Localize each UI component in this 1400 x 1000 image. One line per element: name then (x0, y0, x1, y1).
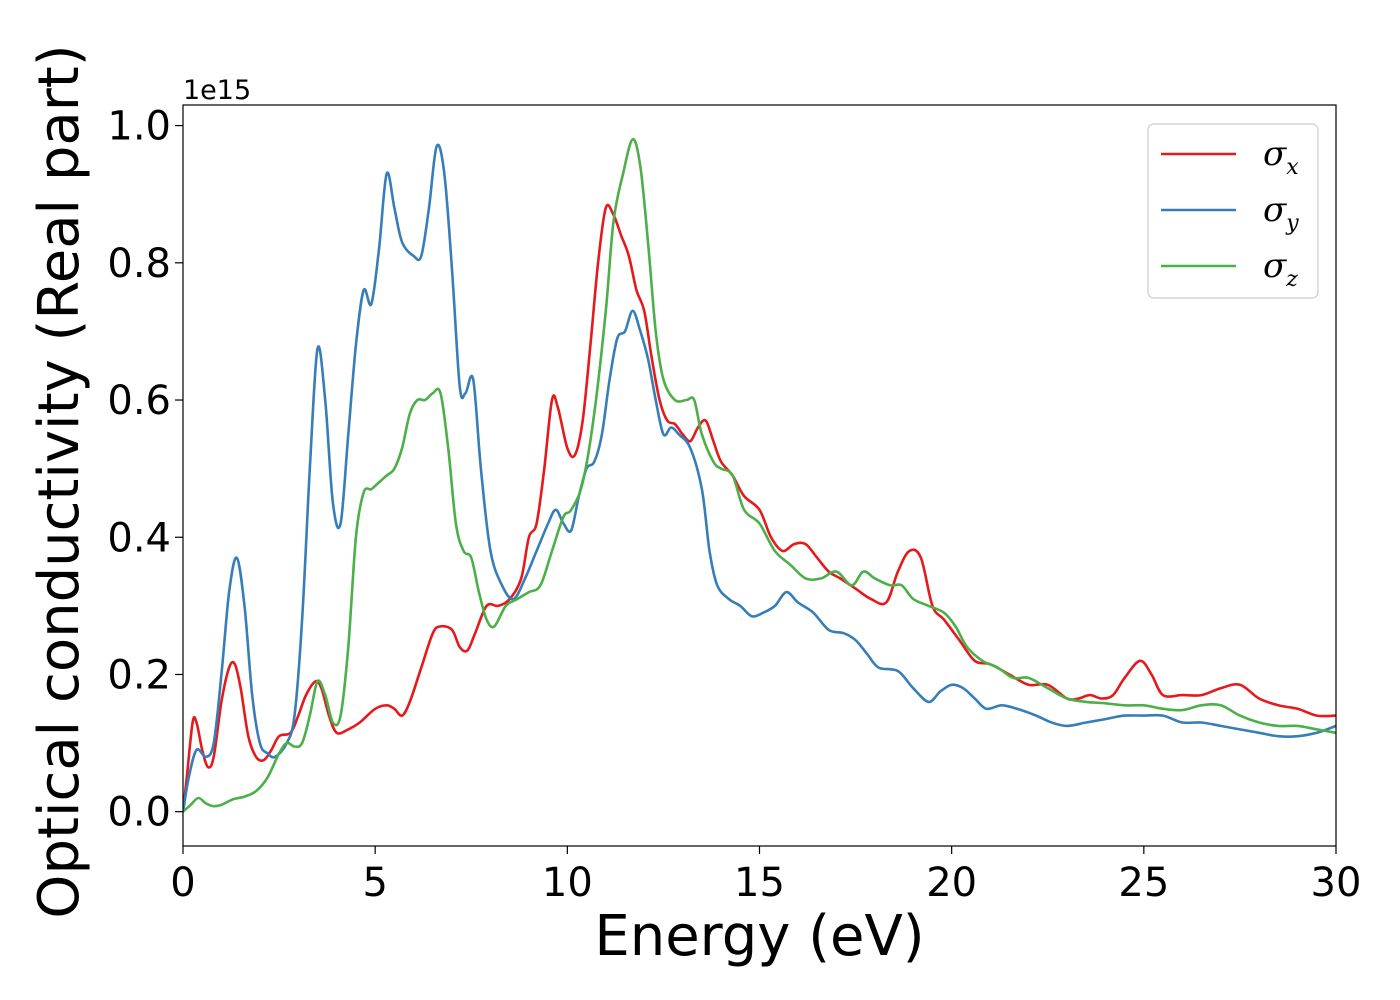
y-axis-title: Optical conductivity (Real part) (27, 44, 92, 918)
x-tick-label: 10 (542, 860, 593, 906)
x-tick-label: 15 (734, 860, 785, 906)
y-tick-label: 0.2 (107, 652, 171, 698)
y-tick-label: 0.4 (107, 515, 171, 561)
y-tick-label: 1.0 (107, 104, 171, 150)
y-tick-label: 0.8 (107, 241, 171, 287)
series-layer (183, 138, 1336, 813)
series-line-y (183, 143, 1336, 812)
legend: σx σy σz (1147, 123, 1319, 299)
legend-label-y: σy (1263, 190, 1299, 236)
x-axis-ticks: 0 5 10 15 20 25 30 (170, 846, 1361, 906)
x-tick-label: 0 (170, 860, 195, 906)
x-tick-label: 5 (362, 860, 387, 906)
legend-label-x: σx (1263, 134, 1299, 180)
series-line-x (183, 203, 1336, 812)
y-tick-label: 0.0 (107, 790, 171, 836)
legend-label-z: σz (1263, 246, 1298, 292)
y-offset-label: 1e15 (183, 75, 251, 106)
x-tick-label: 30 (1311, 860, 1362, 906)
series-line-z (183, 138, 1336, 813)
x-axis-title: Energy (eV) (594, 904, 924, 969)
y-axis-ticks: 0.0 0.2 0.4 0.6 0.8 1.0 (107, 104, 183, 836)
x-tick-label: 20 (926, 860, 977, 906)
x-tick-label: 25 (1118, 860, 1169, 906)
y-tick-label: 0.6 (107, 378, 171, 424)
